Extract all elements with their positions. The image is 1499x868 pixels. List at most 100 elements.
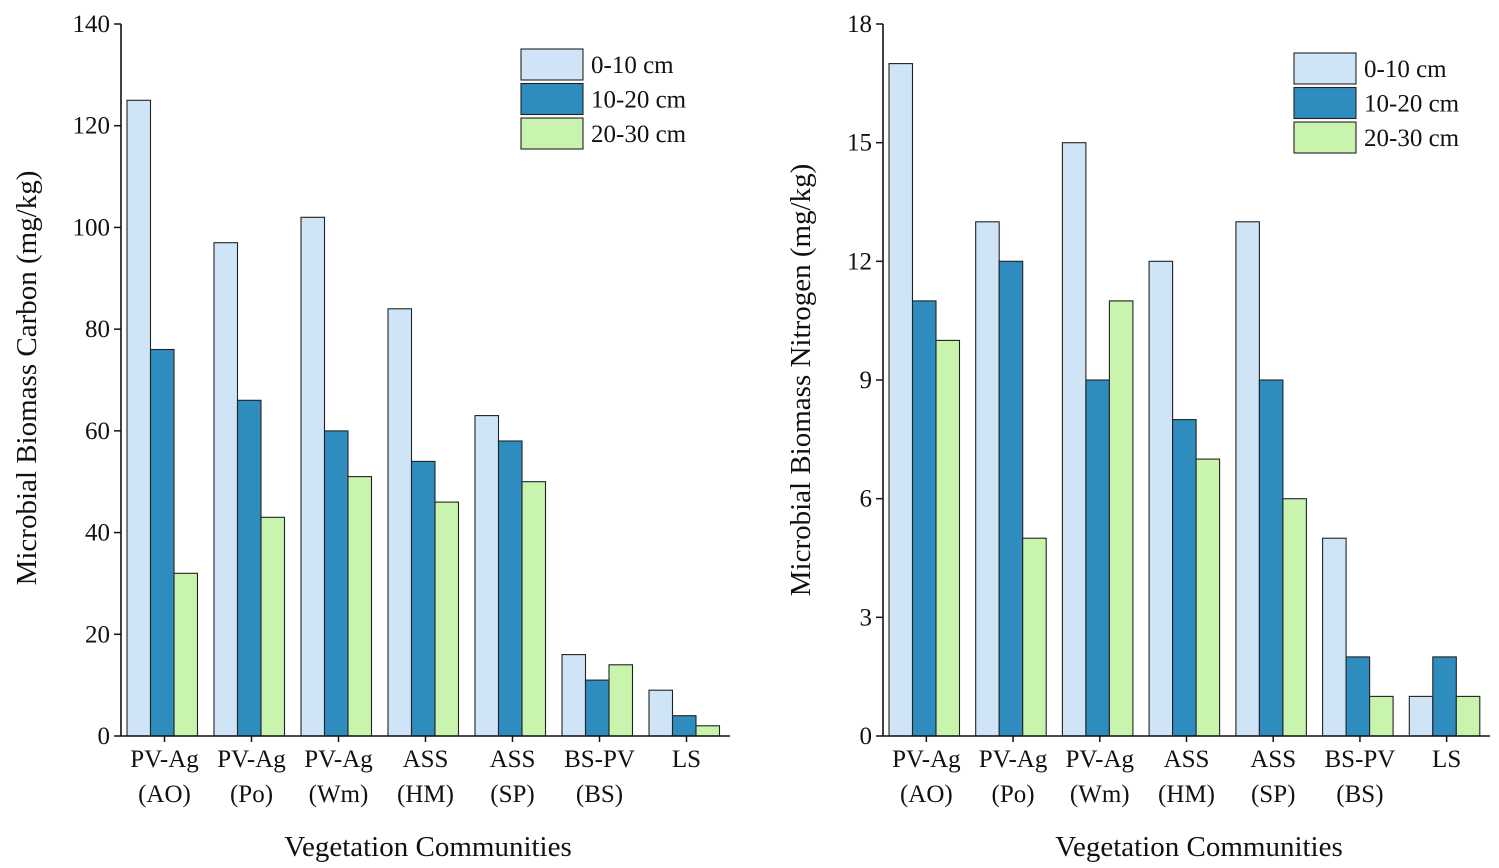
bar-0-s2-c3 — [434, 501, 460, 737]
bar-1-s2-c0 — [935, 339, 961, 737]
bar-1-s2-c1 — [1022, 537, 1047, 737]
y-tick-label: 20 — [85, 621, 110, 648]
legend-swatch — [520, 48, 584, 81]
bar-1-s1-c3 — [1172, 419, 1197, 737]
x-tick-label: ASS — [1250, 746, 1296, 773]
legend-label: 10-20 cm — [591, 87, 687, 114]
x-tick-label: PV-Ag — [892, 746, 961, 773]
bar-0-s1-c0 — [149, 348, 175, 737]
bar-0-s2-c6 — [695, 725, 721, 737]
bar-0-s0-c6 — [648, 689, 674, 737]
bar-0-s2-c4 — [521, 481, 547, 737]
y-tick-label: 18 — [847, 11, 872, 38]
x-tick-label: LS — [672, 746, 701, 773]
x-tick-label: (Po) — [230, 781, 273, 808]
y-axis-title: Microbial Biomass Nitrogen (mg/kg) — [785, 164, 817, 597]
bar-1-s2-c3 — [1195, 458, 1221, 737]
x-tick-label: ASS — [490, 746, 536, 773]
x-tick-label: BS-PV — [1324, 746, 1395, 773]
legend-label: 20-30 cm — [591, 121, 687, 148]
x-tick-label: (SP) — [490, 781, 534, 808]
x-tick-label: (BS) — [1336, 781, 1383, 808]
x-axis-title: Vegetation Communities — [1055, 831, 1343, 863]
bar-0-s1-c2 — [323, 430, 349, 737]
x-tick-label: (Wm) — [1070, 781, 1130, 808]
bar-1-s0-c4 — [1235, 221, 1260, 737]
bar-1-s1-c5 — [1345, 656, 1371, 737]
y-tick-label: 100 — [73, 214, 111, 241]
bar-0-s0-c0 — [126, 99, 152, 737]
bar-0-s1-c4 — [497, 440, 523, 737]
legend-label: 0-10 cm — [1364, 56, 1447, 83]
x-tick-label: BS-PV — [564, 746, 635, 773]
y-axis-title: Microbial Biomass Carbon (mg/kg) — [11, 171, 43, 586]
bar-0-s1-c3 — [410, 460, 436, 737]
legend-label: 10-20 cm — [1364, 91, 1460, 118]
bar-1-s2-c5 — [1369, 695, 1394, 737]
x-tick-label: ASS — [403, 746, 449, 773]
x-tick-label: (AO) — [138, 781, 191, 808]
x-tick-label: (BS) — [576, 781, 623, 808]
bar-0-s2-c1 — [260, 516, 286, 737]
bar-0-s1-c5 — [584, 679, 610, 737]
legend-label: 0-10 cm — [591, 52, 674, 79]
x-axis-title: Vegetation Communities — [284, 831, 572, 863]
y-tick-label: 60 — [85, 418, 110, 445]
y-tick-label: 15 — [847, 130, 872, 157]
x-tick-label: PV-Ag — [217, 746, 286, 773]
bar-0-s2-c2 — [347, 476, 373, 737]
bar-0-s0-c1 — [213, 242, 239, 737]
bar-1-s0-c5 — [1322, 537, 1347, 737]
bar-0-s2-c0 — [173, 572, 199, 737]
y-tick-label: 9 — [860, 367, 873, 394]
y-tick-label: 40 — [85, 520, 110, 547]
legend-swatch — [520, 117, 584, 150]
y-tick-label: 6 — [860, 486, 873, 513]
legend-swatch — [1293, 52, 1357, 85]
x-tick-label: PV-Ag — [979, 746, 1048, 773]
bar-1-s0-c1 — [975, 221, 1000, 737]
x-tick-label: (HM) — [1158, 781, 1215, 808]
x-tick-label: (Wm) — [309, 781, 369, 808]
bar-1-s1-c0 — [911, 300, 937, 737]
bar-0-s1-c6 — [671, 715, 697, 737]
legend: 0-10 cm 10-20 cm 20-30 cm — [1293, 52, 1460, 154]
x-tick-label: (Po) — [992, 781, 1035, 808]
bar-1-s2-c2 — [1108, 300, 1134, 737]
bar-0-s1-c1 — [236, 399, 262, 737]
bar-1-s2-c4 — [1282, 498, 1307, 737]
y-tick-label: 80 — [85, 316, 110, 343]
bar-1-s1-c2 — [1085, 379, 1110, 737]
x-tick-label: PV-Ag — [304, 746, 373, 773]
legend-label: 20-30 cm — [1364, 125, 1460, 152]
y-tick-label: 3 — [860, 604, 873, 631]
y-tick-label: 0 — [860, 723, 873, 750]
bar-0-s0-c3 — [387, 308, 413, 737]
bar-1-s1-c6 — [1432, 656, 1457, 737]
bar-0-s0-c5 — [561, 654, 587, 737]
bar-1-s0-c3 — [1148, 260, 1174, 737]
carbon-chart: 0 20 40 60 80 100 120 140 PV-Ag (AO) PV-Ag (Po) PV-A… — [11, 11, 730, 863]
y-tick-label: 140 — [73, 11, 111, 38]
y-tick-label: 120 — [73, 113, 111, 140]
x-tick-label: (AO) — [900, 781, 953, 808]
legend-swatch — [1293, 121, 1357, 154]
x-tick-label: (SP) — [1251, 781, 1295, 808]
bar-0-s0-c2 — [300, 216, 326, 737]
bar-1-s0-c6 — [1408, 695, 1434, 737]
bar-1-s0-c2 — [1061, 142, 1087, 737]
x-tick-label: LS — [1432, 746, 1461, 773]
bar-0-s0-c4 — [474, 415, 500, 737]
bar-1-s0-c0 — [888, 63, 914, 737]
y-tick-label: 0 — [98, 723, 111, 750]
x-tick-label: PV-Ag — [1066, 746, 1135, 773]
x-tick-label: (HM) — [397, 781, 454, 808]
x-tick-label: PV-Ag — [130, 746, 199, 773]
nitrogen-chart: 0 3 6 9 12 15 18 PV-Ag (AO) PV-Ag (Po) PV-Ag (Wm) ASS… — [785, 11, 1490, 863]
legend: 0-10 cm 10-20 cm 20-30 cm — [520, 48, 687, 150]
legend-swatch — [1293, 86, 1357, 120]
bar-0-s2-c5 — [608, 664, 634, 737]
bar-1-s1-c4 — [1258, 379, 1284, 737]
bar-1-s2-c6 — [1455, 695, 1481, 737]
